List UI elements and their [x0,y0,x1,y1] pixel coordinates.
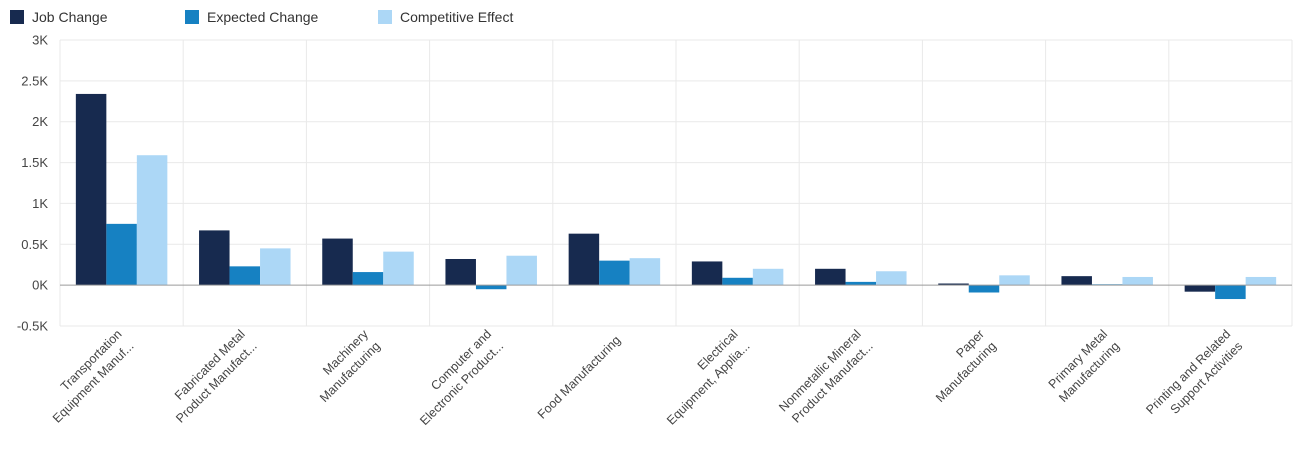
bar-competitive-effect[interactable] [752,268,784,286]
bar-competitive-effect[interactable] [260,248,291,286]
y-tick-label: 2K [32,114,48,129]
y-tick-label: 3K [32,33,48,48]
bar-competitive-effect[interactable] [1122,276,1153,286]
y-tick-label: 1.5K [21,155,48,170]
legend-item-expected-change[interactable]: Expected Change [185,9,319,25]
legend-swatch [185,10,199,24]
bar-job-change[interactable] [445,258,476,286]
y-axis: 3K 2.5K 2K 1.5K 1K 0.5K 0K -0.5K [17,33,48,334]
legend-item-job-change[interactable]: Job Change [10,9,108,25]
bar-competitive-effect[interactable] [136,155,168,286]
bar-job-change[interactable] [322,238,353,286]
legend-item-competitive-effect[interactable]: Competitive Effect [378,9,513,25]
bar-competitive-effect[interactable] [506,255,537,286]
bar-competitive-effect[interactable] [383,251,414,286]
y-tick-label: -0.5K [17,319,48,334]
grid [59,39,1293,327]
bar-competitive-effect[interactable] [1245,276,1277,286]
bar-job-change[interactable] [938,283,969,286]
legend[interactable]: Job Change Expected Change Competitive Eff… [10,9,513,25]
x-tick-label: Food Manufacturing [535,333,624,422]
y-tick-label: 1K [32,196,48,211]
bars [60,93,1292,300]
bar-job-change[interactable] [75,93,107,286]
bar-expected-change[interactable] [599,260,630,286]
bar-expected-change[interactable] [1215,285,1246,300]
bar-expected-change[interactable] [229,266,261,286]
bar-job-change[interactable] [691,261,723,286]
bar-expected-change[interactable] [968,285,1000,293]
legend-label: Expected Change [207,9,319,25]
y-tick-label: 0K [32,278,48,293]
x-tick-label-line: Food Manufacturing [535,333,624,422]
bar-expected-change[interactable] [475,285,507,290]
legend-label: Job Change [32,9,108,25]
bar-competitive-effect[interactable] [999,275,1030,286]
bar-competitive-effect[interactable] [876,271,907,286]
legend-swatch [378,10,392,24]
bar-job-change[interactable] [199,230,230,286]
bar-job-change[interactable] [568,233,600,286]
legend-swatch [10,10,24,24]
bar-expected-change[interactable] [106,223,137,286]
legend-label: Competitive Effect [400,9,513,25]
y-tick-label: 2.5K [21,73,48,88]
bar-job-change[interactable] [1061,276,1092,286]
bar-job-change[interactable] [815,268,846,286]
bar-expected-change[interactable] [845,281,877,286]
bar-expected-change[interactable] [352,272,384,286]
bar-expected-change[interactable] [722,277,753,286]
bar-job-change[interactable] [1184,285,1216,292]
y-tick-label: 0.5K [21,237,48,252]
bar-competitive-effect[interactable] [629,258,661,286]
